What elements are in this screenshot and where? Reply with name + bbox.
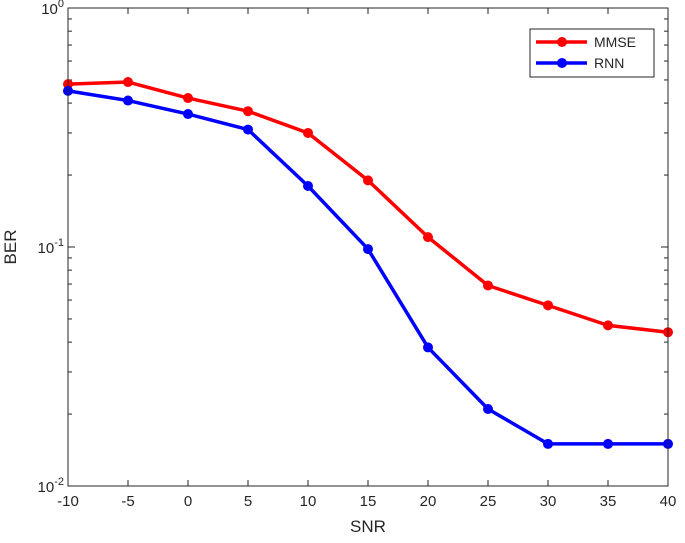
y-tick-label: 10-2 [38,476,64,496]
data-point-mmse [303,127,313,138]
data-point-rnn [423,342,433,353]
data-point-mmse [243,106,253,117]
x-tick-label: -5 [121,493,134,510]
data-point-mmse [423,232,433,243]
plot-frame [67,7,669,487]
data-point-mmse [363,175,373,186]
data-point-rnn [183,109,193,120]
x-tick-label: 30 [540,493,557,510]
data-point-mmse [483,280,493,291]
y-tick-labels: 100 10-1 10-2 [38,0,64,496]
y-minor-ticks [68,18,668,415]
data-point-rnn [243,124,253,135]
data-point-mmse [123,77,133,88]
x-tick-label: 10 [300,493,317,510]
x-tick-label: 20 [420,493,437,510]
x-tick-label: 35 [600,493,617,510]
x-tick-label: 40 [660,493,677,510]
data-point-rnn [603,438,613,449]
x-tick-label: 0 [184,493,192,510]
data-point-rnn [303,180,313,191]
data-point-rnn [123,95,133,106]
data-point-rnn [363,244,373,255]
data-point-rnn [483,403,493,414]
data-point-rnn [543,438,553,449]
x-tick-label: 5 [244,493,252,510]
data-point-mmse [603,320,613,331]
x-tick-label: 25 [480,493,497,510]
legend: MMSE RNN [529,28,655,78]
y-tick-label: 100 [41,0,64,18]
legend-marker-mmse [557,37,567,47]
x-tick-label: -10 [57,493,79,510]
data-point-mmse [183,93,193,104]
data-point-mmse [543,300,553,311]
legend-label-mmse: MMSE [594,34,636,50]
legend-marker-rnn [557,58,567,68]
x-tick-label: 15 [360,493,377,510]
y-tick-label: 10-1 [38,237,64,257]
y-axis-label: BER [1,230,20,265]
x-axis-label: SNR [350,517,386,536]
legend-label-rnn: RNN [594,55,624,71]
x-tick-labels: -10 -5 0 5 10 15 20 25 30 35 40 [57,493,676,510]
legend-box [529,28,655,78]
